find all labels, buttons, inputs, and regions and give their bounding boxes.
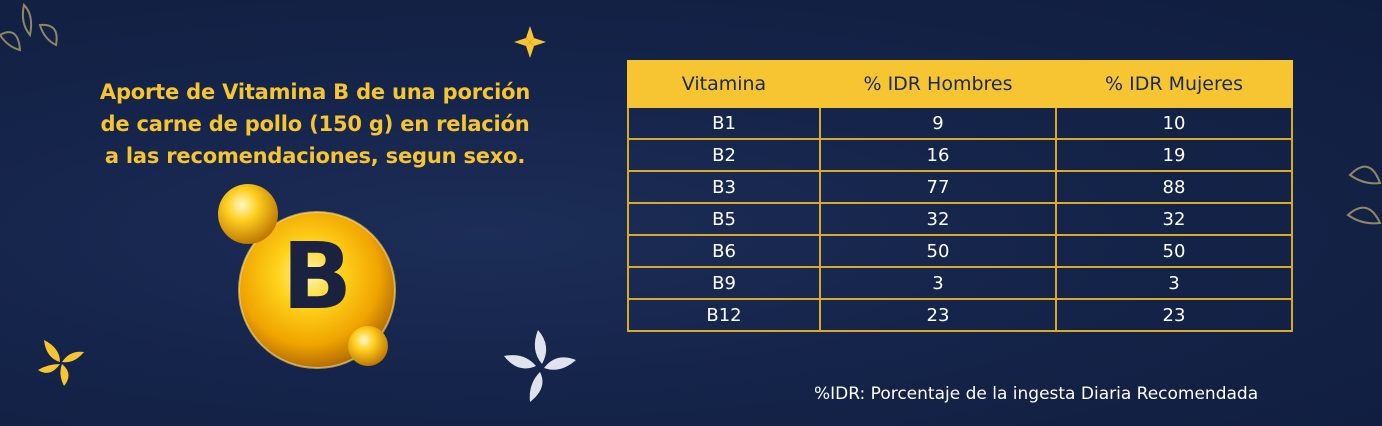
cell-mujeres: 50 [1055,234,1293,268]
cell-hombres: 23 [819,298,1057,332]
cell-vitamina: B5 [627,202,821,236]
table-row: B3 77 88 [627,170,1293,204]
sparkle-outline-icon [0,3,58,52]
vitamin-b-letter: B [281,223,353,330]
cell-hombres: 3 [819,266,1057,300]
cell-hombres: 16 [819,138,1057,172]
cell-vitamina: B2 [627,138,821,172]
cell-mujeres: 19 [1055,138,1293,172]
sparkle-yellow-top-icon [514,26,546,58]
footnote: %IDR: Porcentaje de la ingesta Diaria Re… [814,384,1259,404]
cell-hombres: 50 [819,234,1057,268]
header-idr-hombres: % IDR Hombres [819,60,1057,108]
cell-vitamina: B12 [627,298,821,332]
header-vitamina: Vitamina [627,60,821,108]
sparkle-yellow-bottom-icon [38,340,84,386]
cell-vitamina: B3 [627,170,821,204]
page-title: Aporte de Vitamina B de una porción de c… [60,76,570,172]
sparkle-white-icon [504,330,576,402]
table-row: B5 32 32 [627,202,1293,236]
cell-vitamina: B9 [627,266,821,300]
cell-mujeres: 32 [1055,202,1293,236]
cell-mujeres: 3 [1055,266,1293,300]
table-row: B9 3 3 [627,266,1293,300]
table-row: B12 23 23 [627,298,1293,332]
table-row: B1 9 10 [627,106,1293,140]
title-line-1: Aporte de Vitamina B de una porción [99,80,531,104]
vitamin-table-container: Vitamina % IDR Hombres % IDR Mujeres B1 … [627,60,1293,332]
table-row: B6 50 50 [627,234,1293,268]
sparkle-outline-right-icon [1346,165,1382,225]
cell-hombres: 77 [819,170,1057,204]
cell-vitamina: B6 [627,234,821,268]
cell-mujeres: 23 [1055,298,1293,332]
cell-mujeres: 88 [1055,170,1293,204]
table-row: B2 16 19 [627,138,1293,172]
cell-hombres: 9 [819,106,1057,140]
cell-hombres: 32 [819,202,1057,236]
title-line-3: a las recomendaciones, segun sexo. [104,144,526,168]
vitamin-b-orb-icon [218,184,396,369]
header-idr-mujeres: % IDR Mujeres [1055,60,1293,108]
table-header-row: Vitamina % IDR Hombres % IDR Mujeres [627,60,1293,108]
cell-mujeres: 10 [1055,106,1293,140]
vitamin-table: Vitamina % IDR Hombres % IDR Mujeres B1 … [627,60,1293,332]
cell-vitamina: B1 [627,106,821,140]
title-line-2: de carne de pollo (150 g) en relación [100,112,530,136]
